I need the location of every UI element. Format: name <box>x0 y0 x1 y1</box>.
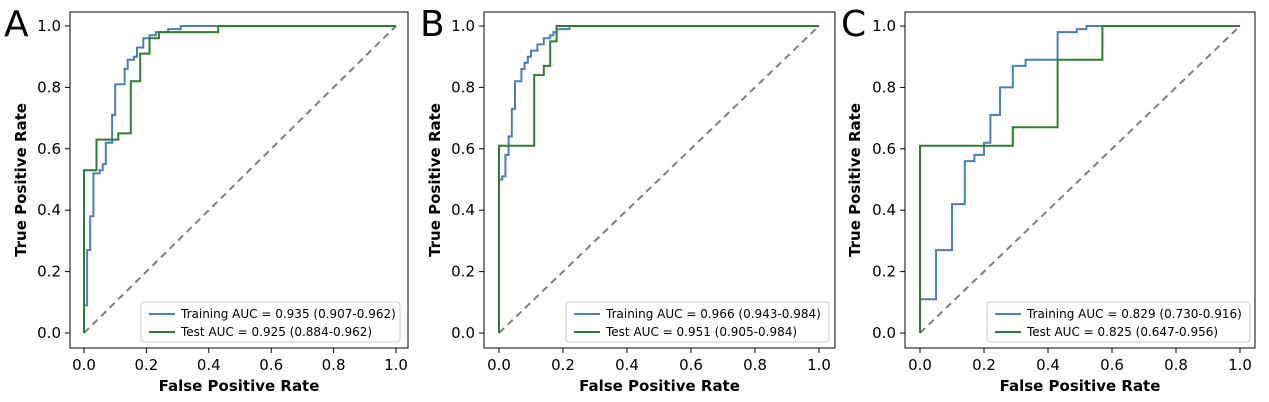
legend-box <box>140 301 401 343</box>
x-axis-label: False Positive Rate <box>1000 377 1161 395</box>
x-tick-label: 0.4 <box>197 356 221 374</box>
y-tick-label: 0.4 <box>451 201 475 219</box>
y-tick-label: 0.4 <box>37 201 61 219</box>
roc-curve-test <box>83 25 396 333</box>
roc-curve-training <box>498 25 819 333</box>
x-tick-label: 0.4 <box>615 356 639 374</box>
y-axis-label: True Positive Rate <box>12 103 30 257</box>
y-tick-label: 0.6 <box>37 140 61 158</box>
chance-diagonal <box>498 25 820 334</box>
axes-frame <box>69 11 409 349</box>
y-tick-label: 0.8 <box>37 78 61 96</box>
x-tick-label: 0.6 <box>259 356 283 374</box>
chance-diagonal <box>919 25 1241 334</box>
x-axis-label: False Positive Rate <box>159 377 320 395</box>
y-tick-label: 0.2 <box>37 263 61 281</box>
y-tick-label: 1.0 <box>872 17 896 35</box>
x-tick-label: 0.2 <box>134 356 158 374</box>
legend-entry: Test AUC = 0.825 (0.647-0.956) <box>1026 325 1218 339</box>
x-tick-label: 1.0 <box>1228 356 1252 374</box>
roc-panel-a: A 0.0 0.2 0.4 0.6 0.8 1.0 0.0 0.2 0.4 0.6 0.8 1.0 Fal… <box>4 4 409 395</box>
legend-entry: Test AUC = 0.925 (0.884-0.962) <box>180 325 372 339</box>
y-tick-label: 0.2 <box>872 263 896 281</box>
panel-label: A <box>4 4 29 45</box>
x-tick-label: 1.0 <box>807 356 831 374</box>
x-tick-label: 0.0 <box>487 356 511 374</box>
y-axis-label: True Positive Rate <box>846 103 864 257</box>
y-tick-label: 1.0 <box>451 17 475 35</box>
roc-curve-training <box>83 25 396 333</box>
roc-curve-test <box>919 25 1240 333</box>
legend-entry: Training AUC = 0.966 (0.943-0.984) <box>605 307 821 321</box>
roc-panel-c: C 0.0 0.2 0.4 0.6 0.8 1.0 0.0 0.2 0.4 0.6 0.8 1.0 Fal… <box>841 4 1256 395</box>
y-tick-label: 0.8 <box>872 78 896 96</box>
y-tick-label: 1.0 <box>37 17 61 35</box>
roc-curve-training <box>919 25 1240 333</box>
y-tick-label: 0.0 <box>451 324 475 342</box>
x-tick-label: 0.6 <box>1100 356 1124 374</box>
y-tick-label: 0.0 <box>872 324 896 342</box>
y-tick-label: 0.6 <box>872 140 896 158</box>
legend-box <box>986 301 1251 343</box>
axes-frame <box>483 11 836 349</box>
y-tick-label: 0.0 <box>37 324 61 342</box>
roc-panel-b: B 0.0 0.2 0.4 0.6 0.8 1.0 0.0 0.2 0.4 0.6 0.8 1.0 Fal… <box>420 4 836 395</box>
y-tick-label: 0.2 <box>451 263 475 281</box>
x-tick-label: 0.0 <box>908 356 932 374</box>
x-tick-label: 0.2 <box>972 356 996 374</box>
panel-label: C <box>841 4 866 45</box>
legend-entry: Test AUC = 0.951 (0.905-0.984) <box>605 325 797 339</box>
x-tick-label: 0.6 <box>679 356 703 374</box>
legend-entry: Training AUC = 0.829 (0.730-0.916) <box>1026 307 1242 321</box>
x-tick-label: 0.8 <box>322 356 346 374</box>
legend-entry: Training AUC = 0.935 (0.907-0.962) <box>180 307 396 321</box>
y-axis-label: True Positive Rate <box>426 103 444 257</box>
x-tick-label: 0.0 <box>72 356 96 374</box>
x-tick-label: 1.0 <box>384 356 408 374</box>
x-tick-label: 0.2 <box>551 356 575 374</box>
chance-diagonal <box>83 25 397 334</box>
x-axis-label: False Positive Rate <box>579 377 740 395</box>
x-tick-label: 0.8 <box>1164 356 1188 374</box>
roc-curve-test <box>498 25 819 333</box>
panel-label: B <box>420 4 445 45</box>
legend-box <box>565 301 830 343</box>
x-tick-label: 0.4 <box>1036 356 1060 374</box>
y-tick-label: 0.4 <box>872 201 896 219</box>
axes-frame <box>904 11 1256 349</box>
y-tick-label: 0.8 <box>451 78 475 96</box>
y-tick-label: 0.6 <box>451 140 475 158</box>
x-tick-label: 0.8 <box>743 356 767 374</box>
